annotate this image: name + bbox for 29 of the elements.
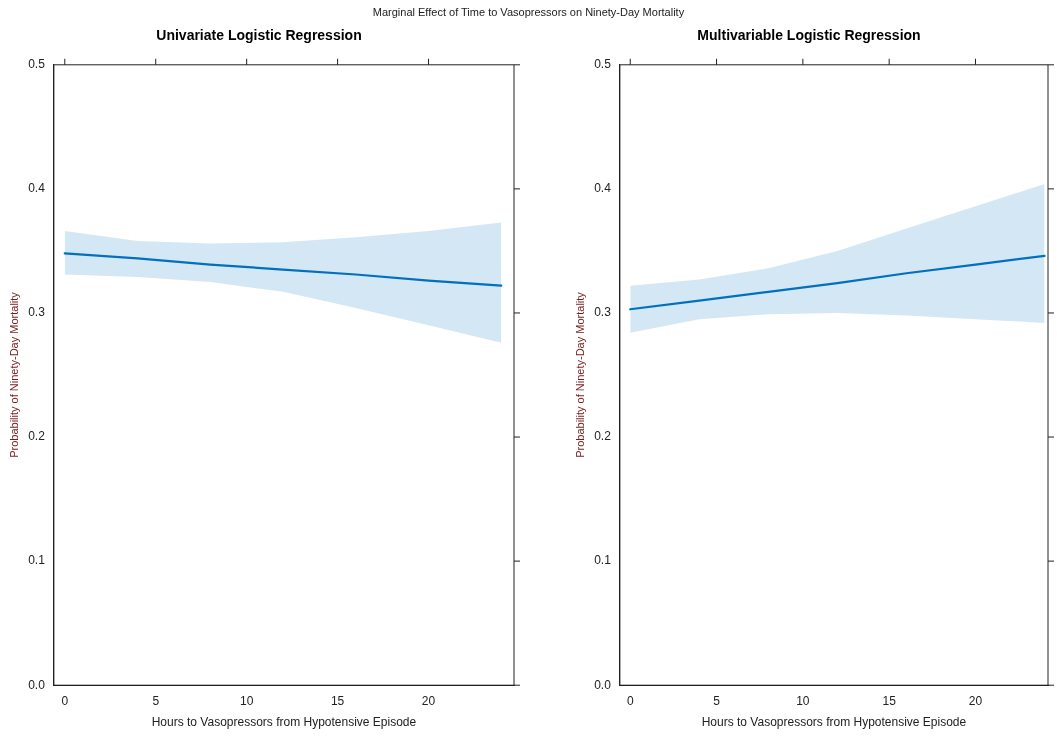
y-tick-label: 0.3 [594,305,612,320]
text: Marginal Effect of Time to Vasopressors on Ninety-Day Mortality [371,6,686,18]
y-axis-title: Probability of Ninety-Day Mortality [573,291,586,458]
x-tick-label: 15 [882,693,897,708]
y-tick-label: 0.4 [594,181,612,196]
x-tick-label: 10 [239,693,254,708]
x-tick-label: 15 [330,693,345,708]
y-tick-label: 0.2 [594,429,612,444]
y-tick-label: 0.3 [28,305,46,320]
y-tick-label: 0.2 [28,429,46,444]
y-axis-title: Probability of Ninety-Day Mortality [7,291,20,458]
x-tick-label: 5 [152,693,160,708]
x-tick-label: 0 [626,693,634,708]
y-tick-label: 0.0 [28,677,46,692]
y-tick-label: 0.1 [28,553,46,568]
y-tick-label: 0.4 [28,181,46,196]
y-tick-label: 0.5 [28,57,46,72]
chart-title: Multivariable Logistic Regression [697,27,921,44]
y-tick-label: 0.1 [594,553,612,568]
x-tick-label: 5 [713,693,721,708]
x-tick-label: 10 [796,693,810,708]
x-tick-label: 20 [968,693,983,708]
x-axis-title: Hours to Vasopressors from Hypotensive Episode [701,715,967,730]
x-tick-label: 0 [61,693,69,708]
x-tick-label: 20 [421,693,436,708]
y-tick-label: 0.0 [594,677,612,692]
chart-title: Univariate Logistic Regression [156,27,362,44]
y-tick-label: 0.5 [594,57,612,72]
x-axis-title: Hours to Vasopressors from Hypotensive Episode [151,715,417,730]
